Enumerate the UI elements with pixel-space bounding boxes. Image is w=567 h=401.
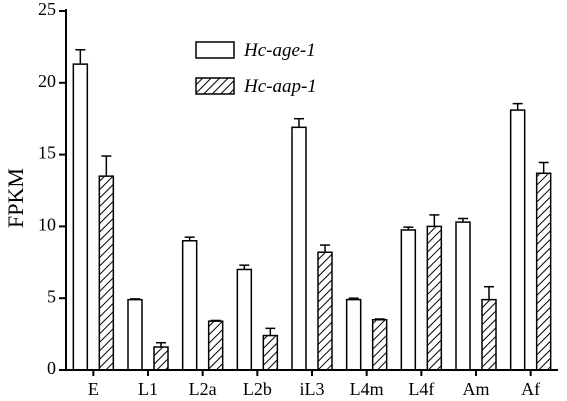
bar-aap-1-L2b	[262, 334, 279, 371]
y-tick-label: 5	[47, 286, 56, 306]
y-tick-label: 0	[47, 358, 56, 378]
x-tick-label: L4m	[350, 379, 384, 399]
y-tick-label: 20	[38, 71, 56, 91]
legend-label-aap-1: Hc-aap-1	[243, 76, 317, 97]
bar-aap-1-L2a	[207, 320, 224, 371]
x-tick-label: iL3	[300, 379, 325, 399]
bar-age-1-L2b	[236, 268, 253, 371]
legend: Hc-age-1 Hc-aap-1	[195, 40, 317, 97]
x-tick-label: L2b	[243, 379, 272, 399]
bar-aap-1-L1	[153, 346, 169, 371]
bar-age-1-L1	[127, 298, 143, 371]
bar-age-1-L4m	[345, 298, 362, 371]
x-tick-label: Af	[521, 379, 540, 399]
x-tick-label: Am	[463, 379, 490, 399]
x-tick-label: E	[88, 379, 99, 399]
x-tick-label: L2a	[189, 379, 217, 399]
y-tick-label: 25	[38, 0, 56, 19]
bar-age-1-L2a	[181, 240, 198, 371]
bar-aap-1-Am	[481, 298, 497, 371]
bar-age-1-Af	[509, 109, 526, 371]
bar-aap-1-L4m	[371, 318, 388, 371]
bar-aap-1-Af	[535, 172, 552, 371]
legend-swatch-age-1	[195, 41, 235, 59]
axes: E L1 L2a L2b iL3 L4m L4f Am Af 0 5 10 15 20 25	[38, 0, 558, 399]
y-tick-label: 15	[38, 143, 56, 163]
bar-aap-1-E	[98, 175, 115, 371]
legend-label-age-1: Hc-age-1	[243, 40, 316, 61]
bar-age-1-Am	[455, 221, 471, 371]
bar-aap-1-iL3	[317, 251, 333, 371]
y-tick-label: 10	[38, 215, 56, 235]
plot-area	[72, 49, 552, 371]
x-tick-label: L1	[138, 379, 158, 399]
x-tick-label: L4f	[408, 379, 434, 399]
bar-aap-1-L4f	[426, 225, 443, 371]
bar-age-1-L4f	[400, 229, 417, 371]
legend-swatch-aap-1	[195, 77, 235, 95]
bar-age-1-E	[72, 63, 89, 371]
y-axis-label: FPKM	[3, 168, 28, 228]
bar-age-1-iL3	[291, 126, 307, 371]
